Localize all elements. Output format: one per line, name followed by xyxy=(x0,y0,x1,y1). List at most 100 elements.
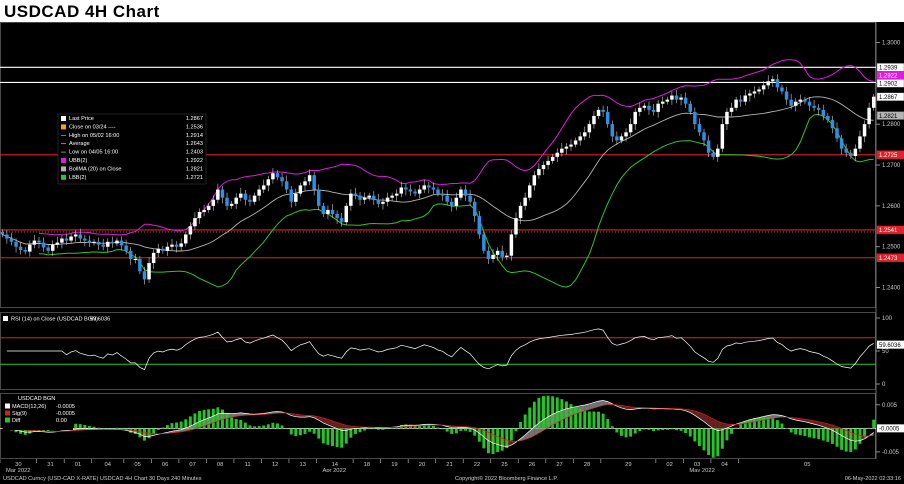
macd-diff-bar xyxy=(482,428,486,449)
macd-diff-bar xyxy=(253,426,257,429)
legend-label: High on 05/02 16:00 xyxy=(69,133,119,139)
macd-diff-bar xyxy=(597,411,600,429)
x-axis-month-label: Mar 2022 xyxy=(6,468,31,474)
macd-diff-bar xyxy=(496,428,500,453)
candle-body xyxy=(110,241,115,244)
macd-diff-bar xyxy=(872,419,876,429)
price-value-tag xyxy=(876,253,904,262)
candle-body xyxy=(188,226,193,235)
candle-body xyxy=(578,136,582,141)
macd-legend-value: -0.0005 xyxy=(56,404,75,410)
price-value-tag xyxy=(876,79,904,88)
rsi-label: RSI (14) on Close (USDCAD BGN) xyxy=(11,317,98,323)
macd-diff-bar xyxy=(262,425,266,429)
candle-body xyxy=(367,195,371,198)
macd-signal-fill xyxy=(726,423,732,428)
candle-body xyxy=(101,244,105,247)
macd-diff-bar xyxy=(693,428,697,442)
candle-body xyxy=(92,241,96,243)
x-axis-day-label: 05 xyxy=(804,462,810,468)
macd-signal-fill xyxy=(314,415,319,421)
price-value-tag xyxy=(876,150,904,159)
macd-signal-fill xyxy=(699,412,705,422)
macd-diff-bar xyxy=(711,428,715,458)
legend-value: 1.2914 xyxy=(186,133,203,139)
macd-diff-bar xyxy=(840,428,844,450)
candle-body xyxy=(500,250,504,257)
macd-diff-bar xyxy=(587,411,591,429)
candle-body xyxy=(463,189,468,196)
macd-diff-bar xyxy=(87,426,91,429)
candle-body xyxy=(771,79,775,82)
macd-y-tick-label: 0.005 xyxy=(882,403,898,409)
price-value-tag-text: 1.2821 xyxy=(879,114,898,120)
candle-body xyxy=(339,218,344,223)
candle-body xyxy=(560,148,564,153)
candle-body xyxy=(326,209,330,215)
macd-diff-bar xyxy=(537,397,541,429)
macd-legend-swatch xyxy=(5,403,10,409)
x-axis-day-label: 05 xyxy=(134,462,140,468)
macd-pane-border xyxy=(0,393,876,459)
candle-body xyxy=(743,95,748,102)
macd-legend-box xyxy=(3,394,73,430)
macd-diff-bar xyxy=(220,409,224,429)
candle-body xyxy=(142,271,147,280)
candle-body xyxy=(422,185,426,190)
candle-body xyxy=(766,81,770,86)
macd-diff-bar xyxy=(312,428,316,434)
candle-body xyxy=(605,111,610,125)
legend-value: 1.2867 xyxy=(186,116,203,122)
macd-diff-bar xyxy=(386,428,390,429)
macd-signal-fill xyxy=(589,402,594,410)
candle-body xyxy=(41,242,46,248)
macd-diff-bar xyxy=(294,428,298,437)
macd-diff-bar xyxy=(519,422,523,429)
candle-body xyxy=(229,203,234,206)
macd-diff-bar xyxy=(785,427,789,429)
candle-body xyxy=(174,244,179,247)
macd-diff-bar xyxy=(143,428,146,441)
legend-swatch xyxy=(61,124,66,130)
macd-diff-bar xyxy=(464,428,467,431)
macd-diff-bar xyxy=(564,401,568,429)
macd-signal-fill xyxy=(318,416,324,424)
footer-timestamp: 06-May-2022 02:33:16 xyxy=(845,476,901,482)
x-axis-day-label: 30 xyxy=(15,462,21,468)
macd-diff-bar xyxy=(514,428,518,432)
candle-body xyxy=(216,189,220,200)
candle-body xyxy=(596,109,601,116)
candle-body xyxy=(55,242,60,245)
candle-body xyxy=(784,91,789,100)
macd-diff-bar xyxy=(152,428,156,434)
candle-body xyxy=(546,160,550,165)
macd-diff-bar xyxy=(207,409,211,429)
legend-label: LBB(2) xyxy=(69,175,87,181)
macd-diff-bar xyxy=(165,425,169,429)
macd-diff-bar xyxy=(542,396,545,429)
candle-body xyxy=(280,177,284,182)
macd-diff-bar xyxy=(230,417,234,429)
macd-signal-fill xyxy=(598,400,604,407)
macd-diff-bar xyxy=(780,423,784,429)
legend-swatch xyxy=(61,174,66,180)
candle-body xyxy=(871,96,876,108)
candle-body xyxy=(775,79,780,88)
candle-body xyxy=(780,87,784,92)
macd-diff-bar xyxy=(28,428,32,434)
candle-body xyxy=(555,152,559,157)
candle-body xyxy=(454,197,459,206)
candle-body xyxy=(330,209,335,215)
macd-diff-bar xyxy=(670,428,674,430)
candle-body xyxy=(96,241,101,245)
candle-body xyxy=(404,187,408,190)
x-axis-day-label: 19 xyxy=(391,462,397,468)
candle-body xyxy=(234,197,238,204)
macd-y-tick-label: -0.005 xyxy=(882,450,900,456)
macd-diff-bar xyxy=(716,428,720,457)
price-value-tag-text: 1.2473 xyxy=(879,256,898,262)
candle-body xyxy=(647,105,651,110)
candle-body xyxy=(573,140,578,145)
macd-diff-bar xyxy=(92,426,96,429)
macd-diff-bar xyxy=(110,428,114,429)
